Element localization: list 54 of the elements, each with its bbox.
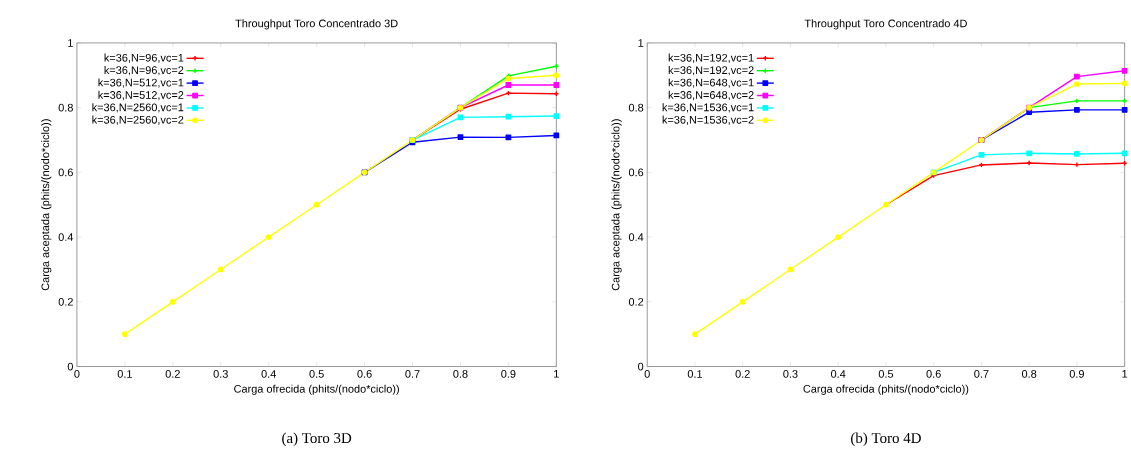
x-tick-label: 0.4 <box>831 369 846 378</box>
y-tick-label: 0 <box>638 362 644 371</box>
x-tick-label: 0.8 <box>453 369 468 378</box>
x-tick-label: 0.8 <box>1021 369 1037 378</box>
y-tick-label: 0.4 <box>58 233 74 241</box>
x-tick-label: 0.9 <box>501 369 516 378</box>
y-axis-title: Carga aceptada (phits/(nodo*ciclo)) <box>41 119 52 291</box>
legend-label: k=36,N=96,vc=1 <box>104 53 184 63</box>
x-tick-label: 0.5 <box>309 369 324 378</box>
x-tick-label: 0.1 <box>117 369 132 378</box>
y-tick-label: 0.8 <box>58 103 73 112</box>
y-tick-label: 1 <box>638 38 644 47</box>
chart-title: Throughput Toro Concentrado 3D <box>235 19 398 30</box>
x-tick-label: 1 <box>1122 369 1128 378</box>
legend-label: k=36,N=2560,vc=1 <box>92 103 184 113</box>
x-tick-label: 0.7 <box>405 369 420 378</box>
x-tick-label: 0.9 <box>1069 369 1084 378</box>
y-tick-label: 0.6 <box>628 168 644 177</box>
chart-title: Throughput Toro Concentrado 4D <box>804 19 967 30</box>
legend-label: k=36,N=192,vc=1 <box>668 53 754 63</box>
x-tick-label: 0.6 <box>926 369 941 378</box>
legend-label: k=36,N=1536,vc=2 <box>662 115 754 125</box>
legend-label: k=36,N=648,vc=2 <box>668 90 754 100</box>
text: (a) Toro 3D <box>282 432 352 446</box>
y-tick-label: 0.4 <box>628 233 644 241</box>
x-tick-label: 0 <box>74 369 80 378</box>
legend-label: k=36,N=512,vc=1 <box>98 78 184 88</box>
x-tick-label: 0.6 <box>357 369 372 378</box>
text: (b) Toro 4D <box>851 432 921 446</box>
x-axis-title: Carga ofrecida (phits/(nodo*ciclo)) <box>234 384 399 395</box>
x-axis-title: Carga ofrecida (phits/(nodo*ciclo)) <box>803 384 969 395</box>
x-tick-label: 0.4 <box>261 369 276 378</box>
x-tick-label: 0.5 <box>878 369 894 378</box>
y-tick-label: 0 <box>67 362 73 371</box>
y-tick-label: 0.2 <box>628 297 644 306</box>
x-tick-label: 0.2 <box>735 369 750 378</box>
legend-label: k=36,N=192,vc=2 <box>668 65 754 76</box>
legend-label: k=36,N=2560,vc=2 <box>92 115 184 125</box>
legend-label: k=36,N=648,vc=1 <box>668 78 754 88</box>
x-tick-label: 0.7 <box>974 369 989 378</box>
legend-label: k=36,N=1536,vc=1 <box>662 103 754 113</box>
x-tick-label: 0.3 <box>213 369 228 378</box>
x-tick-label: 0 <box>644 369 650 378</box>
y-tick-label: 0.6 <box>58 168 73 177</box>
x-tick-label: 0.2 <box>165 369 180 378</box>
legend-label: k=36,N=96,vc=2 <box>104 65 184 76</box>
x-tick-label: 1 <box>554 369 559 378</box>
y-tick-label: 1 <box>68 38 73 47</box>
y-tick-label: 0.2 <box>58 297 73 306</box>
legend-label: k=36,N=512,vc=2 <box>98 90 184 100</box>
x-tick-label: 0.3 <box>783 369 798 378</box>
y-axis-title: Carga aceptada (phits/(nodo*ciclo)) <box>611 119 622 291</box>
x-tick-label: 0.1 <box>687 369 703 378</box>
y-tick-label: 0.8 <box>628 103 644 112</box>
